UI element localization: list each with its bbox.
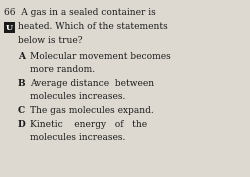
Text: A: A [18,52,25,61]
Text: The gas molecules expand.: The gas molecules expand. [30,106,153,115]
Text: Average distance  between: Average distance between [30,79,154,88]
Text: heated. Which of the statements: heated. Which of the statements [18,22,167,31]
Text: 66  A gas in a sealed container is: 66 A gas in a sealed container is [4,8,155,17]
Text: below is true?: below is true? [18,36,82,45]
Text: Molecular movement becomes: Molecular movement becomes [30,52,170,61]
Text: B: B [18,79,26,88]
Text: Kinetic    energy   of   the: Kinetic energy of the [30,120,146,129]
Bar [4,22,15,33]
Text: U: U [6,24,13,32]
Text: C: C [18,106,25,115]
Text: more random.: more random. [30,65,95,74]
Text: D: D [18,120,26,129]
Text: molecules increases.: molecules increases. [30,92,125,101]
Text: molecules increases.: molecules increases. [30,133,125,142]
